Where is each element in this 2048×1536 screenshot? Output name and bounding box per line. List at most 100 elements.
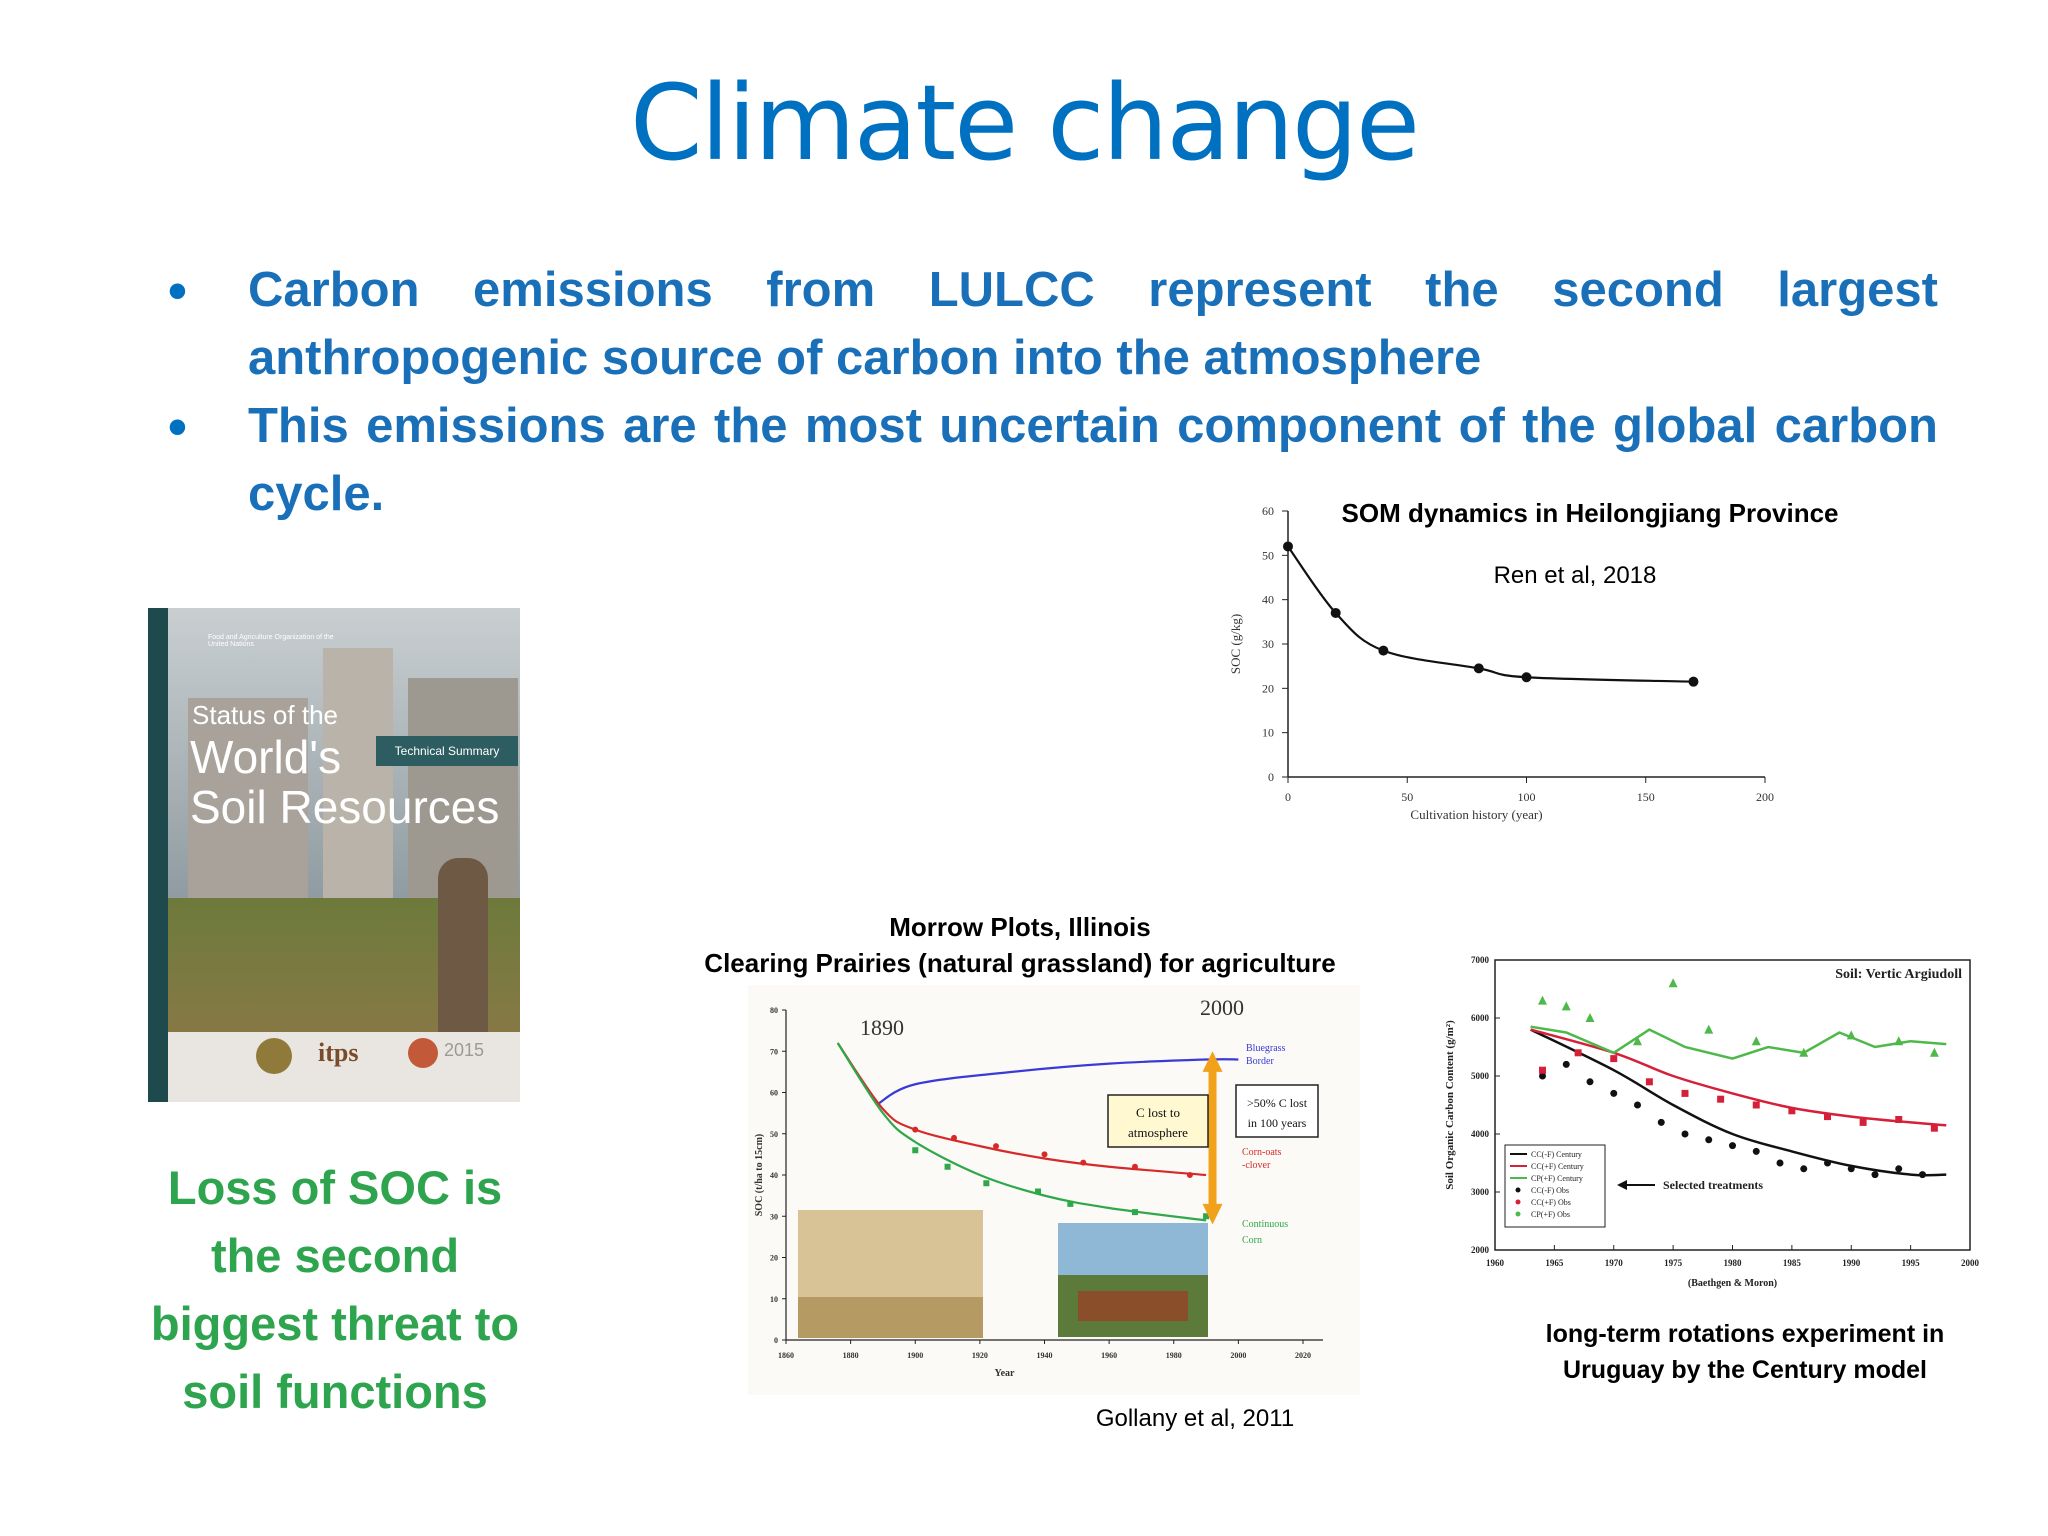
y-tick-label: 70 (770, 1047, 778, 1056)
x-tick-label: 100 (1518, 790, 1536, 804)
bullet-text-1: Carbon emissions from LULCC represent th… (248, 263, 1938, 385)
c-lost-box-line2: atmosphere (1128, 1125, 1188, 1140)
y-tick-label: 30 (770, 1212, 778, 1221)
observed-point (1776, 1159, 1784, 1167)
slide-title: Climate change (629, 62, 1420, 184)
series-line-3 (836, 1042, 1207, 1222)
x-tick-label: 1900 (907, 1351, 923, 1360)
series-label: Corn (1242, 1235, 1262, 1246)
data-point (1283, 541, 1293, 552)
x-tick-label: 1965 (1545, 1258, 1564, 1268)
observed-point (1788, 1107, 1796, 1115)
observed-point (951, 1134, 958, 1141)
y-tick-label: 0 (774, 1336, 778, 1345)
y-tick-label: 80 (770, 1006, 778, 1015)
x-tick-label: 0 (1285, 790, 1291, 804)
y-tick-label: 40 (1262, 593, 1274, 607)
y-tick-label: 50 (770, 1130, 778, 1139)
observed-point (1131, 1163, 1138, 1170)
legend-label: CP(+F) Obs (1531, 1210, 1570, 1219)
observed-point (1800, 1165, 1808, 1173)
series-label: Bluegrass (1246, 1043, 1286, 1054)
observed-point (1681, 1089, 1689, 1097)
observed-point (1705, 1136, 1713, 1144)
soc-statement-line: biggest threat to (150, 1297, 520, 1350)
series-label: Corn-oats (1242, 1147, 1282, 1158)
x-tick-label: 1990 (1842, 1258, 1861, 1268)
observed-point (1894, 1036, 1904, 1046)
y-tick-label: 5000 (1471, 1071, 1490, 1081)
c-lost-box (1107, 1094, 1209, 1148)
legend-swatch (1515, 1211, 1521, 1217)
legend-label: CP(+F) Century (1531, 1174, 1583, 1183)
legend-label: CC(-F) Century (1531, 1150, 1582, 1159)
legend-box (1504, 1144, 1606, 1228)
observed-point (1824, 1113, 1831, 1121)
x-tick-label: 1920 (972, 1351, 988, 1360)
observed-point (1657, 1118, 1665, 1126)
cover-year: 2015 (444, 1040, 485, 1060)
y-axis-label: SOC (t/ha to 15cm) (754, 1134, 765, 1217)
y-tick-label: 7000 (1471, 955, 1490, 965)
y-tick-label: 2000 (1471, 1245, 1490, 1255)
observed-point (1539, 1066, 1546, 1074)
observed-point (1539, 1072, 1546, 1080)
observed-point (912, 1126, 919, 1133)
x-tick-label: 1995 (1902, 1258, 1921, 1268)
observed-point (1717, 1095, 1725, 1103)
data-point (1473, 663, 1484, 674)
cover-org: Food and Agriculture Organization of the… (208, 634, 334, 648)
soc-statement-line: soil functions (182, 1365, 488, 1418)
y-tick-label: 0 (1268, 770, 1274, 784)
legend-swatch (1515, 1187, 1521, 1193)
observed-point (1930, 1124, 1938, 1132)
y-tick-label: 20 (1262, 681, 1274, 695)
cover-itps-logo: itps (318, 1038, 359, 1067)
soc-statement-line: Loss of SOC is (167, 1161, 503, 1214)
pct-lost-box-line2: in 100 years (1248, 1116, 1307, 1130)
year-label-right: 2000 (1200, 995, 1244, 1020)
x-tick-label: 1970 (1605, 1258, 1624, 1268)
observed-point (1752, 1101, 1760, 1109)
observed-point (1610, 1055, 1618, 1063)
c-lost-box-line1: C lost to (1136, 1105, 1180, 1120)
uruguay-caption-line2: Uruguay by the Century model (1563, 1356, 1927, 1384)
y-tick-label: 10 (1262, 726, 1274, 740)
legend-swatch (1515, 1199, 1521, 1205)
x-tick-label: 150 (1637, 790, 1655, 804)
y-tick-label: 10 (770, 1295, 778, 1304)
bullet-text-2: This emissions are the most uncertain co… (248, 399, 1938, 521)
x-tick-label: 1980 (1724, 1258, 1743, 1268)
pct-lost-box (1235, 1084, 1319, 1138)
data-point (1378, 645, 1389, 656)
morrow-citation: Gollany et al, 2011 (1095, 1405, 1295, 1432)
x-tick-label: 1960 (1486, 1258, 1505, 1268)
iys-logo-icon (408, 1038, 438, 1068)
soc-curve (1287, 545, 1694, 683)
y-tick-label: 40 (770, 1171, 778, 1180)
y-tick-label: 30 (1262, 637, 1274, 651)
y-tick-label: 50 (1262, 548, 1274, 562)
x-axis-label: Cultivation history (year) (1410, 807, 1542, 822)
observed-point (1752, 1147, 1760, 1155)
observed-point (1929, 1047, 1939, 1057)
x-tick-label: 2000 (1961, 1258, 1980, 1268)
observed-point (1186, 1172, 1193, 1178)
bullet-marker: • (168, 261, 187, 321)
observed-point (1704, 1024, 1714, 1034)
data-point (1330, 607, 1341, 618)
series-label: Continuous (1242, 1219, 1288, 1230)
x-tick-label: 1985 (1783, 1258, 1802, 1268)
som-chart-title: SOM dynamics in Heilongjiang Province (1341, 498, 1839, 528)
series-line-2 (836, 1042, 1207, 1177)
observed-point (1586, 1078, 1594, 1086)
y-tick-label: 3000 (1471, 1187, 1490, 1197)
x-tick-label: 1960 (1101, 1351, 1117, 1360)
x-tick-label: 1880 (843, 1351, 859, 1360)
x-tick-label: 1940 (1037, 1351, 1053, 1360)
legend-label: CC(+F) Century (1531, 1162, 1584, 1171)
observed-point (983, 1180, 990, 1187)
series-line-1 (875, 1058, 1239, 1106)
observed-point (1751, 1036, 1761, 1046)
cover-badge: Technical Summary (376, 736, 518, 766)
